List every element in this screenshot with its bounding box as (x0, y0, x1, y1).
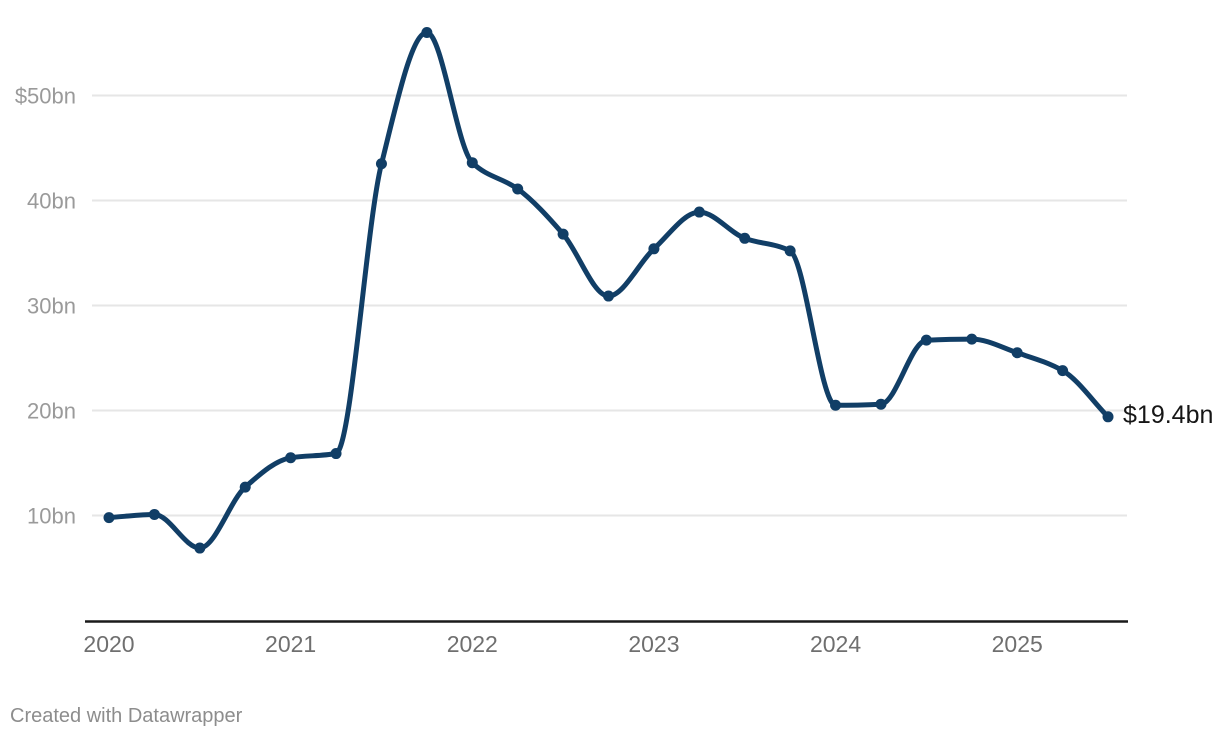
datawrapper-attribution-link[interactable]: Created with Datawrapper (10, 705, 243, 727)
x-axis-tick-label-2025: 2025 (992, 631, 1043, 657)
data-point-2020-q3[interactable] (194, 542, 206, 554)
data-point-2023-q2[interactable] (693, 206, 705, 218)
y-axis-tick-label-10bn: 10bn (27, 504, 76, 529)
y-axis-tick-label-50bn: $50bn (15, 84, 76, 109)
data-point-2021-q2[interactable] (330, 448, 342, 460)
line-chart: $50bn 40bn 30bn 20bn 10bn 2020 2021 2022 2023 202… (15, 27, 1213, 657)
data-point-2024-q4[interactable] (966, 333, 978, 345)
line-chart-svg: $50bn 40bn 30bn 20bn 10bn 2020 2021 2022 2023 202… (15, 27, 1213, 657)
end-value-label: $19.4bn (1123, 401, 1213, 429)
data-point-2024-q3[interactable] (920, 334, 932, 346)
data-point-2024-q2[interactable] (875, 398, 887, 410)
data-point-2023-q4[interactable] (784, 245, 796, 257)
data-point-2021-q4[interactable] (421, 27, 433, 38)
data-point-2025-q3[interactable] (1102, 411, 1114, 423)
data-point-2021-q3[interactable] (375, 158, 387, 170)
data-point-2023-q1[interactable] (648, 243, 660, 255)
x-axis-tick-label-2022: 2022 (447, 631, 498, 657)
y-axis-tick-label-30bn: 30bn (27, 294, 76, 319)
data-point-2020-q4[interactable] (239, 481, 251, 493)
y-axis-tick-label-20bn: 20bn (27, 399, 76, 424)
data-point-2022-q2[interactable] (512, 183, 524, 195)
data-point-2022-q1[interactable] (466, 157, 478, 169)
x-axis-tick-label-2023: 2023 (628, 631, 679, 657)
x-axis-tick-label-2020: 2020 (83, 631, 134, 657)
chart-footer: Created with Datawrapper (0, 700, 1220, 728)
x-axis-tick-label-2021: 2021 (265, 631, 316, 657)
y-axis-tick-label-40bn: 40bn (27, 189, 76, 214)
data-line (106, 30, 1111, 551)
data-point-2024-q1[interactable] (830, 399, 842, 411)
data-point-2021-q1[interactable] (285, 452, 297, 464)
data-point-2023-q3[interactable] (739, 232, 751, 244)
data-point-2022-q3[interactable] (557, 228, 569, 240)
data-point-2020-q2[interactable] (148, 508, 160, 520)
data-point-2025-q1[interactable] (1011, 347, 1023, 359)
x-axis-tick-label-2024: 2024 (810, 631, 861, 657)
data-point-2025-q2[interactable] (1057, 365, 1069, 377)
data-point-2022-q4[interactable] (603, 290, 615, 302)
data-point-2020-q1[interactable] (103, 512, 115, 524)
